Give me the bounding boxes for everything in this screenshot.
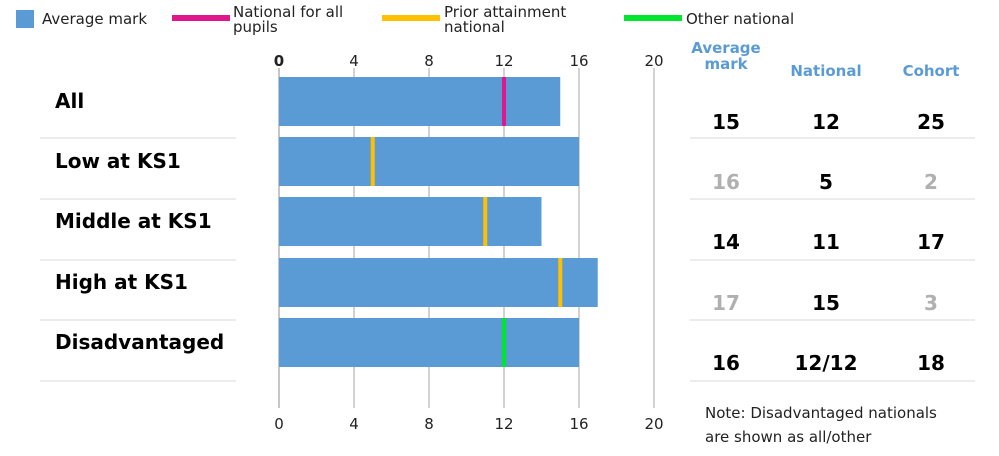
bar — [279, 258, 598, 307]
tick-label: 8 — [424, 415, 434, 433]
tick-label: 0 — [274, 415, 284, 433]
national-marker — [502, 77, 506, 126]
table-cell: 15 — [812, 291, 840, 315]
legend-item: Other national — [624, 10, 794, 28]
legend-label: pupils — [233, 18, 278, 36]
tick-label: 4 — [349, 52, 359, 70]
legend-line-swatch — [624, 15, 682, 21]
category-label: Low at KS1 — [55, 149, 181, 173]
table-cell: 17 — [917, 230, 945, 254]
table-cell: 15 — [712, 110, 740, 134]
table-cell: 16 — [712, 170, 740, 194]
x-axis-bottom: 0 4 8 12 16 20 — [274, 415, 663, 433]
category-label: High at KS1 — [55, 270, 188, 294]
table-cell: 5 — [819, 170, 833, 194]
table-cell: 17 — [712, 291, 740, 315]
tick-label: 0 — [274, 52, 284, 70]
table-header: Cohort — [903, 62, 960, 80]
legend-label: Other national — [686, 10, 794, 28]
tick-label: 12 — [494, 415, 513, 433]
table-cell: 16 — [712, 351, 740, 375]
category-label: Disadvantaged — [55, 330, 224, 354]
legend-line-swatch — [172, 15, 230, 21]
legend-swatch — [16, 10, 34, 28]
bars — [279, 77, 598, 367]
bar — [279, 197, 542, 246]
tick-label: 20 — [644, 415, 663, 433]
table-cell: 12/12 — [795, 351, 858, 375]
national-marker — [502, 318, 506, 367]
national-marker — [370, 137, 375, 186]
bar — [279, 137, 579, 186]
x-axis-top: 0 4 8 12 16 20 — [274, 52, 664, 70]
table-header: Average — [691, 39, 760, 57]
legend-label: Prior attainment — [444, 3, 566, 21]
table-cell: 18 — [917, 351, 945, 375]
table-cell: 25 — [917, 110, 945, 134]
tick-label: 16 — [569, 52, 588, 70]
legend-item: Average mark — [16, 10, 147, 28]
table-header: mark — [704, 55, 748, 73]
table-cell: 11 — [812, 230, 840, 254]
national-markers — [370, 77, 563, 367]
bar — [279, 77, 561, 126]
tick-label: 12 — [494, 52, 513, 70]
national-marker — [558, 258, 563, 307]
national-marker — [483, 197, 488, 246]
tick-label: 8 — [424, 52, 434, 70]
tick-label: 20 — [644, 52, 663, 70]
row-separators — [40, 137, 975, 382]
legend-label: national — [444, 18, 505, 36]
legend-label: National for all — [233, 3, 343, 21]
table-cell: 12 — [812, 110, 840, 134]
table-cell: 3 — [924, 291, 938, 315]
note: Note: Disadvantaged nationals are shown a… — [705, 404, 937, 446]
legend-label: Average mark — [42, 10, 147, 28]
note-text: are shown as all/other — [705, 428, 872, 446]
note-text: Note: Disadvantaged nationals — [705, 404, 937, 422]
category-labels: All Low at KS1 Middle at KS1 High at KS1 Dis… — [55, 89, 224, 354]
table-header: National — [790, 62, 861, 80]
category-label: All — [55, 89, 84, 113]
tick-label: 16 — [569, 415, 588, 433]
legend-line-swatch — [382, 15, 440, 21]
table-cell: 14 — [712, 230, 740, 254]
category-label: Middle at KS1 — [55, 209, 212, 233]
table-cell: 2 — [924, 170, 938, 194]
bar — [279, 318, 579, 367]
tick-label: 4 — [349, 415, 359, 433]
